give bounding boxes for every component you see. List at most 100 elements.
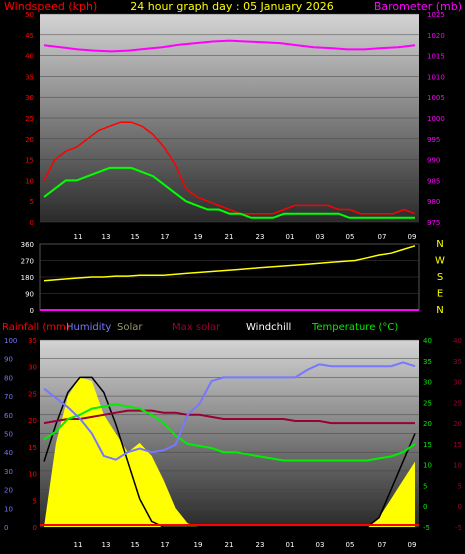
rainfall-tick-label: 5: [33, 497, 37, 505]
humidity-tick-label: 70: [4, 393, 13, 401]
barometer-tick-label: 975: [427, 219, 440, 227]
compass-label: E: [437, 289, 443, 300]
barometer-axis-ticks: 975 980 985 990 995 1000 1005 1010 1015 1020 1025: [427, 11, 445, 227]
legend-item: Solar: [117, 322, 143, 333]
windchill-line: [43, 409, 415, 425]
left-axis-title: Windspeed (kph): [4, 0, 97, 13]
barometer-tick-label: 995: [427, 136, 440, 144]
temperature-tick-label: 30: [423, 379, 432, 387]
legend-item: Humidity: [66, 322, 111, 333]
x-tick-label: 23: [256, 233, 265, 241]
graph-title: 24 hour graph day : 05 January 2026: [130, 0, 334, 13]
temperature-line: [43, 403, 416, 462]
legend: Rainfall (mm)Humidity Solar Max solar Windc…: [2, 322, 398, 333]
wind-tick-label: 45: [25, 32, 34, 40]
rainfall-tick-label: 30: [28, 364, 37, 372]
wind-x-ticks: 11 13 15 17 19 21 23 01 03 05 07 09: [74, 233, 417, 241]
wind-tick-label: 25: [25, 115, 34, 123]
humidity-tick-label: 60: [4, 412, 13, 420]
humidity-tick-label: 50: [4, 431, 13, 439]
temperature-tick-label: 5: [423, 482, 427, 490]
x-tick-label: 11: [74, 541, 83, 549]
legend-item: Max solar: [172, 322, 221, 333]
wind-gust-line: [43, 121, 416, 215]
barometer-tick-label: 980: [427, 198, 440, 206]
windchill-tick-label: 15: [453, 441, 462, 449]
humidity-tick-label: 90: [4, 356, 13, 364]
humidity-line: [43, 361, 416, 461]
temperature-tick-label: 25: [423, 399, 432, 407]
humidity-tick-label: 10: [4, 505, 13, 513]
barometer-tick-label: 1020: [427, 32, 445, 40]
humidity-tick-label: 0: [4, 524, 8, 532]
x-tick-label: 05: [346, 233, 355, 241]
wind-tick-label: 10: [25, 177, 34, 185]
x-tick-label: 01: [286, 541, 295, 549]
x-tick-label: 17: [161, 233, 170, 241]
temperature-x-ticks: 11 13 15 17 19 21 23 01 03 05 07 09: [74, 541, 417, 549]
humidity-tick-label: 100: [4, 337, 17, 345]
x-tick-label: 23: [256, 541, 265, 549]
barometer-tick-label: 1015: [427, 53, 445, 61]
wind-direction-line: [43, 245, 416, 282]
windchill-tick-label: 20: [453, 420, 462, 428]
temperature-tick-label: 15: [423, 441, 432, 449]
temperature-tick-label: 0: [423, 503, 427, 511]
direction-tick-label: 180: [21, 274, 34, 282]
windchill-tick-label: -5: [455, 524, 462, 532]
max-solar-line: [43, 376, 416, 528]
x-tick-label: 07: [378, 541, 387, 549]
x-tick-label: 15: [131, 233, 140, 241]
direction-tick-label: 90: [25, 291, 34, 299]
windchill-tick-label: 30: [453, 379, 462, 387]
windchill-tick-label: 25: [453, 399, 462, 407]
wind-tick-label: 35: [25, 73, 34, 81]
rainfall-tick-label: 20: [28, 417, 37, 425]
barometer-tick-label: 990: [427, 157, 440, 165]
rainfall-tick-label: 0: [33, 524, 37, 532]
direction-axis-ticks: 0 90 180 270 360: [21, 241, 34, 315]
humidity-tick-label: 20: [4, 487, 13, 495]
legend-item: Rainfall (mm): [2, 322, 70, 333]
x-tick-label: 19: [194, 233, 203, 241]
humidity-tick-label: 30: [4, 468, 13, 476]
barometer-tick-label: 1025: [427, 11, 445, 19]
temperature-tick-label: 35: [423, 358, 432, 366]
wind-panel-grid: [40, 13, 419, 223]
windchill-tick-label: 10: [453, 462, 462, 470]
x-tick-label: 09: [408, 233, 417, 241]
x-tick-label: 03: [316, 233, 325, 241]
compass-label: N: [436, 305, 443, 316]
compass-label: S: [437, 272, 443, 283]
rainfall-tick-label: 25: [28, 390, 37, 398]
wind-axis-ticks: 0 5 10 15 20 25 30 35 40 45 50: [25, 11, 34, 227]
temperature-tick-label: 40: [423, 337, 432, 345]
direction-tick-label: 270: [21, 258, 34, 266]
x-tick-label: 11: [74, 233, 83, 241]
legend-item: Temperature (°C): [311, 322, 398, 333]
x-tick-label: 07: [378, 233, 387, 241]
right-axis-title: Barometer (mb): [374, 0, 462, 13]
barometer-tick-label: 1000: [427, 115, 445, 123]
direction-tick-label: 360: [21, 241, 34, 249]
wind-tick-label: 5: [30, 198, 34, 206]
temperature-axis-ticks: 010203040506070809010005101520253035-505…: [4, 337, 462, 532]
x-tick-label: 13: [102, 541, 111, 549]
compass-label: W: [435, 256, 445, 267]
x-tick-label: 03: [316, 541, 325, 549]
temperature-tick-label: 20: [423, 420, 432, 428]
wind-tick-label: 20: [25, 136, 34, 144]
rainfall-tick-label: 10: [28, 471, 37, 479]
compass-label: N: [436, 239, 443, 250]
barometer-tick-label: 1005: [427, 94, 445, 102]
temperature-tick-label: -5: [423, 524, 430, 532]
direction-tick-label: 0: [30, 307, 34, 315]
barometer-tick-label: 985: [427, 177, 440, 185]
wind-tick-label: 15: [25, 157, 34, 165]
rainfall-tick-label: 15: [28, 444, 37, 452]
humidity-tick-label: 40: [4, 449, 13, 457]
x-tick-label: 15: [131, 541, 140, 549]
wind-tick-label: 30: [25, 94, 34, 102]
